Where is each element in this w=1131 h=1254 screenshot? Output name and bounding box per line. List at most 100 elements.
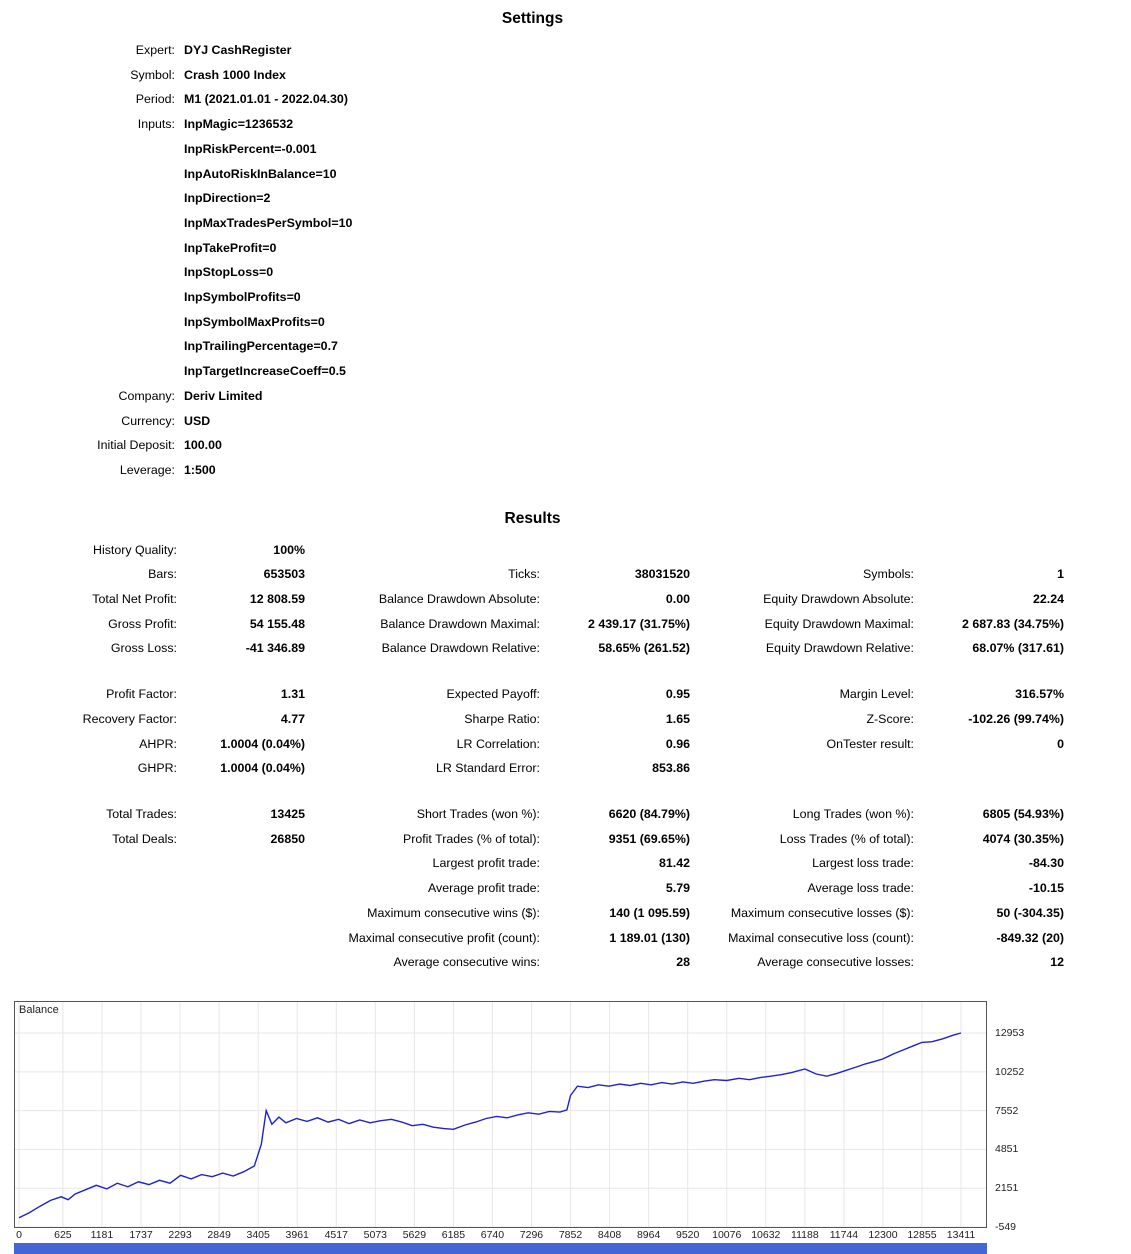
result-value: 0 xyxy=(1057,736,1064,751)
result-value: -849.32 (20) xyxy=(996,930,1064,945)
y-axis-label: 7552 xyxy=(995,1104,1019,1117)
result-label: Profit Trades (% of total): xyxy=(402,831,540,846)
result-label: Sharpe Ratio: xyxy=(464,711,540,726)
result-label: Largest profit trade: xyxy=(432,856,540,871)
result-value xyxy=(177,950,305,975)
x-axis-label: 5629 xyxy=(402,1228,427,1241)
x-axis-label: 6185 xyxy=(441,1228,466,1241)
setting-label xyxy=(0,310,184,335)
result-label: Loss Trades (% of total): xyxy=(779,831,914,846)
result-label: Total Deals: xyxy=(112,831,177,846)
setting-label xyxy=(0,359,184,384)
result-value: 4.77 xyxy=(280,711,305,726)
setting-label xyxy=(0,137,184,162)
results-spacer xyxy=(0,661,1064,682)
result-label: Bars: xyxy=(148,567,177,582)
x-axis-label: 10632 xyxy=(751,1228,781,1241)
x-axis-label: 6740 xyxy=(480,1228,505,1241)
result-value: 653503 xyxy=(263,567,305,582)
result-value: -102.26 (99.74%) xyxy=(968,711,1064,726)
result-value: 58.65% (261.52) xyxy=(598,641,690,656)
setting-value: InpSymbolMaxProfits=0 xyxy=(184,314,325,329)
x-axis-label: 13411 xyxy=(946,1228,976,1241)
result-value: 140 (1 095.59) xyxy=(609,905,690,920)
result-label: Maximal consecutive loss (count): xyxy=(728,930,914,945)
settings-row: InpSymbolMaxProfits=0 xyxy=(0,310,1065,335)
result-value: 9351 (69.65%) xyxy=(608,831,690,846)
result-value xyxy=(914,756,1064,781)
setting-label xyxy=(0,211,184,236)
setting-value: InpMaxTradesPerSymbol=10 xyxy=(184,215,353,230)
result-value xyxy=(177,926,305,951)
x-axis-label: 3961 xyxy=(285,1228,309,1241)
x-axis-label: 8408 xyxy=(597,1228,622,1241)
setting-label: Company: xyxy=(118,388,175,403)
result-value: 1.31 xyxy=(280,687,305,702)
result-label: Long Trades (won %): xyxy=(792,806,914,821)
result-value: 6620 (84.79%) xyxy=(608,806,690,821)
result-label: Average consecutive wins: xyxy=(393,955,540,970)
gridlines xyxy=(15,1001,986,1228)
result-value: 38031520 xyxy=(634,567,690,582)
result-label xyxy=(690,756,914,781)
result-label: Equity Drawdown Maximal: xyxy=(764,616,914,631)
result-value: -84.30 xyxy=(1028,856,1064,871)
x-axis-label: 1737 xyxy=(129,1228,153,1241)
result-value: 68.07% (317.61) xyxy=(972,641,1064,656)
setting-label: Inputs: xyxy=(137,117,175,132)
result-label: Maximal consecutive profit (count): xyxy=(348,930,540,945)
result-label xyxy=(305,538,540,563)
balance-chart: Balance 12953 10252 7552 4851 2151 -549 0 625 1… xyxy=(14,1000,1074,1254)
balance-line xyxy=(18,1032,962,1219)
result-label: Average profit trade: xyxy=(427,881,540,896)
result-label: Equity Drawdown Absolute: xyxy=(763,592,914,607)
setting-label xyxy=(0,236,184,261)
setting-label: Currency: xyxy=(121,413,175,428)
setting-label xyxy=(0,186,184,211)
setting-value: InpMagic=1236532 xyxy=(184,117,294,132)
result-value: 1.0004 (0.04%) xyxy=(220,761,305,776)
setting-label: Initial Deposit: xyxy=(97,438,175,453)
result-value: 1.65 xyxy=(665,711,690,726)
x-axis-labels: 0 625 1181 1737 2293 2849 3405 3961 4517 5073 5629… xyxy=(14,1228,987,1242)
settings-row: InpTakeProfit=0 xyxy=(0,236,1065,261)
settings-row: Period: M1 (2021.01.01 - 2022.04.30) xyxy=(0,87,1065,112)
result-value: 28 xyxy=(676,955,690,970)
result-value: 853.86 xyxy=(652,761,690,776)
x-axis-label: 11188 xyxy=(791,1228,819,1241)
result-value: 316.57% xyxy=(1015,687,1064,702)
result-value: 0.95 xyxy=(665,687,690,702)
result-value xyxy=(914,538,1064,563)
setting-label xyxy=(0,162,184,187)
setting-value: Crash 1000 Index xyxy=(184,67,286,82)
chart-plot-area: Balance xyxy=(14,1000,987,1228)
settings-row: Company: Deriv Limited xyxy=(0,384,1065,409)
results-title: Results xyxy=(504,509,561,527)
result-label: Average consecutive losses: xyxy=(757,955,914,970)
y-axis-label: 12953 xyxy=(995,1026,1025,1039)
x-axis-label: 2293 xyxy=(168,1228,192,1241)
balance-line-chart xyxy=(15,1001,986,1228)
settings-row: Initial Deposit: 100.00 xyxy=(0,433,1065,458)
settings-row: Leverage: 1:500 xyxy=(0,458,1065,483)
result-value: 1 xyxy=(1057,567,1064,582)
setting-value: InpDirection=2 xyxy=(184,191,271,206)
x-axis-label: 3405 xyxy=(246,1228,270,1241)
result-value: 50 (-304.35) xyxy=(996,905,1064,920)
result-label: AHPR: xyxy=(139,736,177,751)
result-label: GHPR: xyxy=(137,761,177,776)
result-label: Expected Payoff: xyxy=(446,687,540,702)
result-value xyxy=(540,538,690,563)
result-label: Largest loss trade: xyxy=(812,856,914,871)
x-axis-label: 2849 xyxy=(207,1228,231,1241)
result-value: 0.00 xyxy=(665,592,690,607)
setting-label: Expert: xyxy=(135,43,175,57)
result-value: 0.96 xyxy=(665,736,690,751)
result-value xyxy=(177,876,305,901)
x-axis-label: 9520 xyxy=(676,1228,700,1241)
setting-label xyxy=(0,260,184,285)
setting-value: USD xyxy=(184,413,211,428)
result-value: -10.15 xyxy=(1028,881,1064,896)
settings-row: InpStopLoss=0 xyxy=(0,260,1065,285)
settings-row: InpRiskPercent=-0.001 xyxy=(0,137,1065,162)
